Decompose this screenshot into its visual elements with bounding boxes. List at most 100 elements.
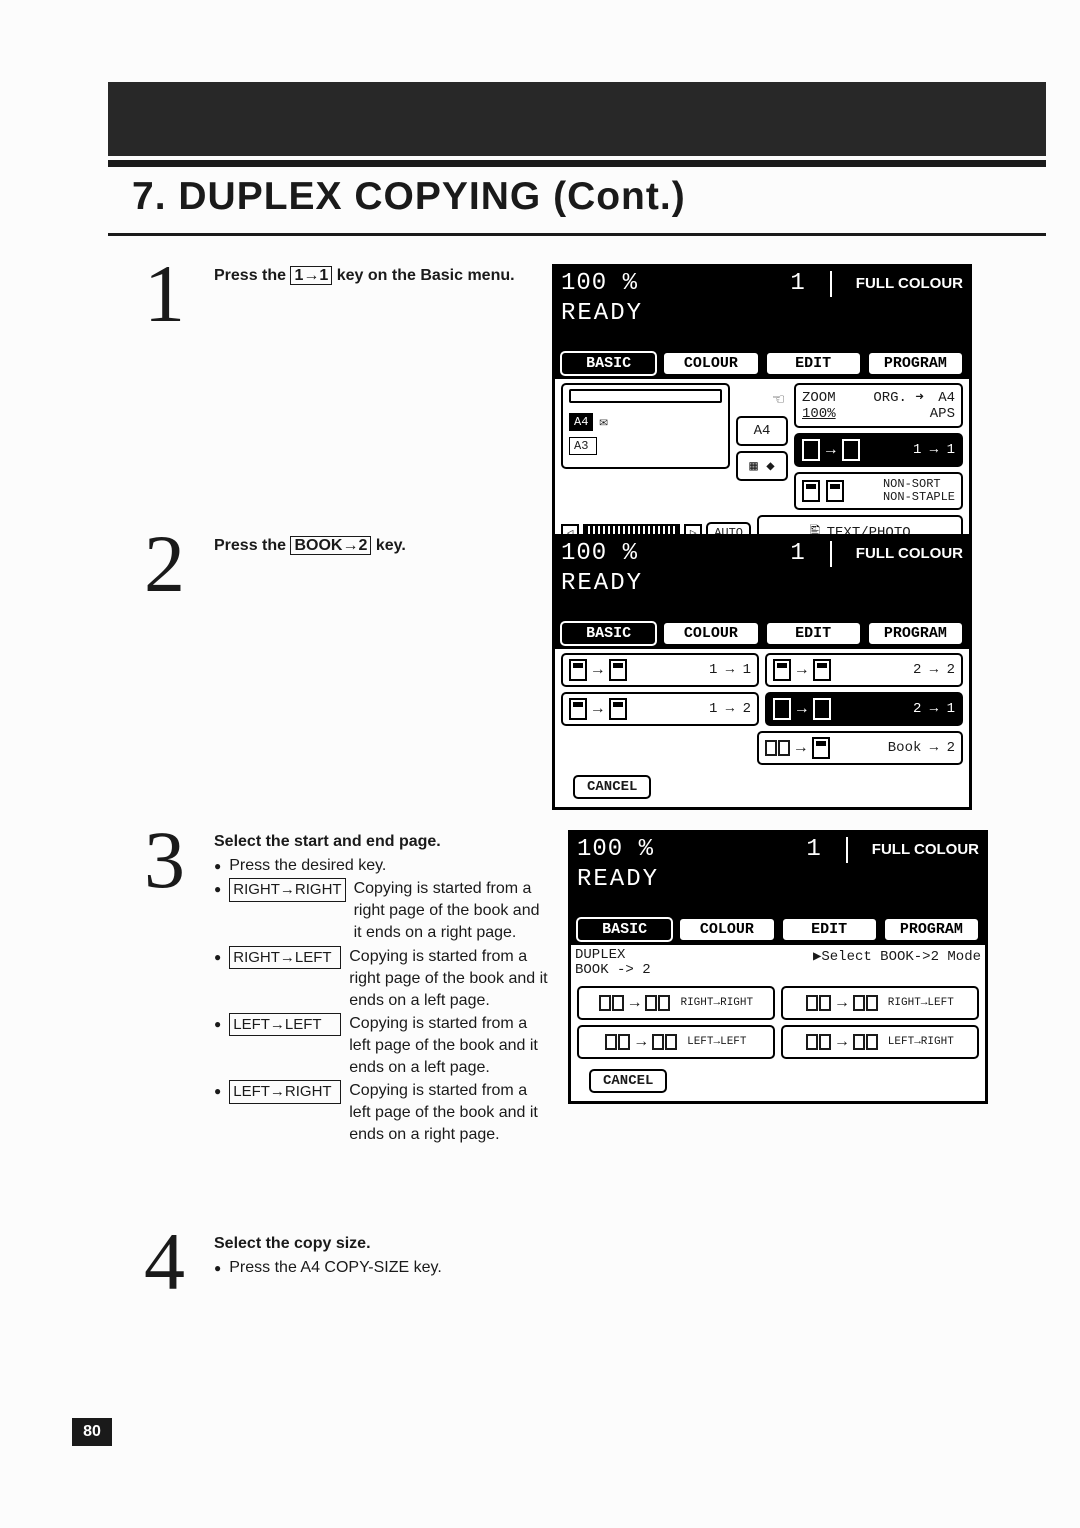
org-label: ORG. ➜	[873, 390, 923, 406]
tray-icon	[569, 389, 722, 403]
a4-button[interactable]: A4	[736, 416, 788, 446]
btn-1-1[interactable]: →1 → 1	[561, 653, 759, 687]
tab-program[interactable]: PROGRAM	[867, 351, 964, 376]
sc3-topbar: 100 % 1 FULL COLOUR	[571, 833, 985, 866]
step-4-text: Select the copy size. ●Press the A4 COPY…	[214, 1232, 1042, 1279]
sc1-tabs: BASIC COLOUR EDIT PROGRAM	[555, 351, 969, 379]
screen-3: 100 % 1 FULL COLOUR READY BASIC COLOUR E…	[568, 830, 988, 1104]
aps-label: APS	[930, 406, 955, 422]
sc3-body: →RIGHT→RIGHT →RIGHT→LEFT →LEFT→LEFT →LEF…	[571, 982, 985, 1065]
spacer	[561, 731, 751, 765]
k12-label: 1 → 2	[709, 701, 751, 717]
btn-book-2[interactable]: →Book → 2	[757, 731, 963, 765]
btn-left-right[interactable]: →LEFT→RIGHT	[781, 1025, 979, 1059]
s3-heading: Select the start and end page.	[214, 833, 441, 850]
book-icon	[765, 740, 790, 756]
btn-1-2[interactable]: →1 → 2	[561, 692, 759, 726]
screen1-topbar: 100 % 1 FULL COLOUR	[555, 267, 969, 300]
s3-ll-key: LEFT→LEFT	[229, 1013, 341, 1037]
doc-icon	[826, 480, 844, 502]
btn-right-left[interactable]: →RIGHT→LEFT	[781, 986, 979, 1020]
cancel-button[interactable]: CANCEL	[573, 775, 651, 799]
s4-heading: Select the copy size.	[214, 1235, 371, 1252]
sc1-body: A4 ✉ A3 ☜ A4 ▦ ◆ ZOOM 100%	[555, 379, 969, 557]
k11-label: 1 → 1	[709, 662, 751, 678]
doc-icon	[802, 439, 820, 461]
s3-b0: Press the desired key.	[229, 855, 550, 877]
bullet-icon: ●	[214, 1257, 221, 1279]
sc2-body: →1 → 1 →2 → 2 →1 → 2 →2 → 1 →Book → 2	[555, 649, 969, 771]
tab-colour[interactable]: COLOUR	[678, 917, 775, 942]
divider	[830, 271, 832, 297]
lr-label: LEFT→RIGHT	[888, 1036, 954, 1048]
adj-button[interactable]: ▦ ◆	[736, 451, 788, 481]
screen-2: 100 % 1 FULL COLOUR READY BASIC COLOUR E…	[552, 534, 972, 810]
step-3-row: 3 Select the start and end page. ●Press …	[144, 830, 1042, 1146]
sc3-ready: READY	[571, 866, 985, 897]
doc-icon	[802, 480, 820, 502]
hand-icon: ☜	[736, 383, 788, 411]
s2-post: key.	[371, 537, 405, 554]
zoom-label: ZOOM	[802, 390, 836, 406]
book-icon	[853, 1034, 878, 1050]
tray-a3[interactable]: A3	[569, 437, 597, 455]
step-number-4: 4	[144, 1230, 196, 1294]
gap	[571, 897, 985, 917]
sc3-tabs: BASIC COLOUR EDIT PROGRAM	[571, 917, 985, 945]
s2-key: BOOK→2	[290, 536, 371, 555]
zoom-panel[interactable]: ZOOM 100% ORG. ➜ A4 APS	[794, 383, 963, 428]
bullet-icon: ●	[214, 946, 221, 968]
tab-edit[interactable]: EDIT	[781, 917, 878, 942]
sort-panel[interactable]: NON-SORT NON-STAPLE	[794, 472, 963, 510]
hint-l1: DUPLEX	[575, 947, 625, 963]
sc2-ready: READY	[555, 570, 969, 601]
tray-a4[interactable]: A4	[569, 413, 593, 431]
sc1-pct: 100 %	[561, 270, 638, 297]
tab-edit[interactable]: EDIT	[765, 351, 862, 376]
btn-2-2[interactable]: →2 → 2	[765, 653, 963, 687]
header-bar	[108, 82, 1046, 156]
book-icon	[645, 995, 670, 1011]
doc-icon	[609, 698, 627, 720]
k22-label: 2 → 2	[913, 662, 955, 678]
s2-pre: Press the	[214, 537, 290, 554]
sc3-count: 1	[806, 836, 821, 863]
sc2-cancel-row: CANCEL	[555, 771, 969, 807]
cancel-button[interactable]: CANCEL	[589, 1069, 667, 1093]
doc-icon	[813, 659, 831, 681]
tab-program[interactable]: PROGRAM	[867, 621, 964, 646]
gap	[555, 601, 969, 621]
doc-icon	[813, 698, 831, 720]
s3-ll-desc: Copying is started from a left page of t…	[349, 1013, 550, 1079]
step-1-row: 1 Press the 1→1 key on the Basic menu. 1…	[144, 264, 1042, 560]
sc3-mode: FULL COLOUR	[872, 841, 979, 858]
book-icon	[806, 995, 831, 1011]
tab-basic[interactable]: BASIC	[576, 917, 673, 942]
step-1-text: Press the 1→1 key on the Basic menu.	[214, 264, 534, 287]
divider	[846, 837, 848, 863]
tab-basic[interactable]: BASIC	[560, 351, 657, 376]
sort-label: NON-SORT NON-STAPLE	[883, 478, 955, 504]
btn-right-right[interactable]: →RIGHT→RIGHT	[577, 986, 775, 1020]
tab-program[interactable]: PROGRAM	[883, 917, 980, 942]
sc1-ready: READY	[555, 300, 969, 331]
bullet-icon: ●	[214, 1013, 221, 1035]
s3-rl-key: RIGHT→LEFT	[229, 946, 341, 970]
doc-icon	[773, 698, 791, 720]
btn-2-1[interactable]: →2 → 1	[765, 692, 963, 726]
tab-edit[interactable]: EDIT	[765, 621, 862, 646]
step-4-row: 4 Select the copy size. ●Press the A4 CO…	[144, 1232, 1042, 1294]
sc2-count: 1	[790, 540, 805, 567]
duplex-11-btn[interactable]: → 1 → 1	[794, 433, 963, 467]
btn-left-left[interactable]: →LEFT→LEFT	[577, 1025, 775, 1059]
screen-1: 100 % 1 FULL COLOUR READY BASIC COLOUR E…	[552, 264, 972, 560]
s3-rl-desc: Copying is started from a right page of …	[349, 946, 550, 1012]
book-icon	[652, 1034, 677, 1050]
divider	[830, 541, 832, 567]
doc-icon	[773, 659, 791, 681]
tab-colour[interactable]: COLOUR	[662, 351, 759, 376]
tab-basic[interactable]: BASIC	[560, 621, 657, 646]
s3-rr-key: RIGHT→RIGHT	[229, 878, 345, 902]
d11-label: 1 → 1	[913, 442, 955, 458]
tab-colour[interactable]: COLOUR	[662, 621, 759, 646]
